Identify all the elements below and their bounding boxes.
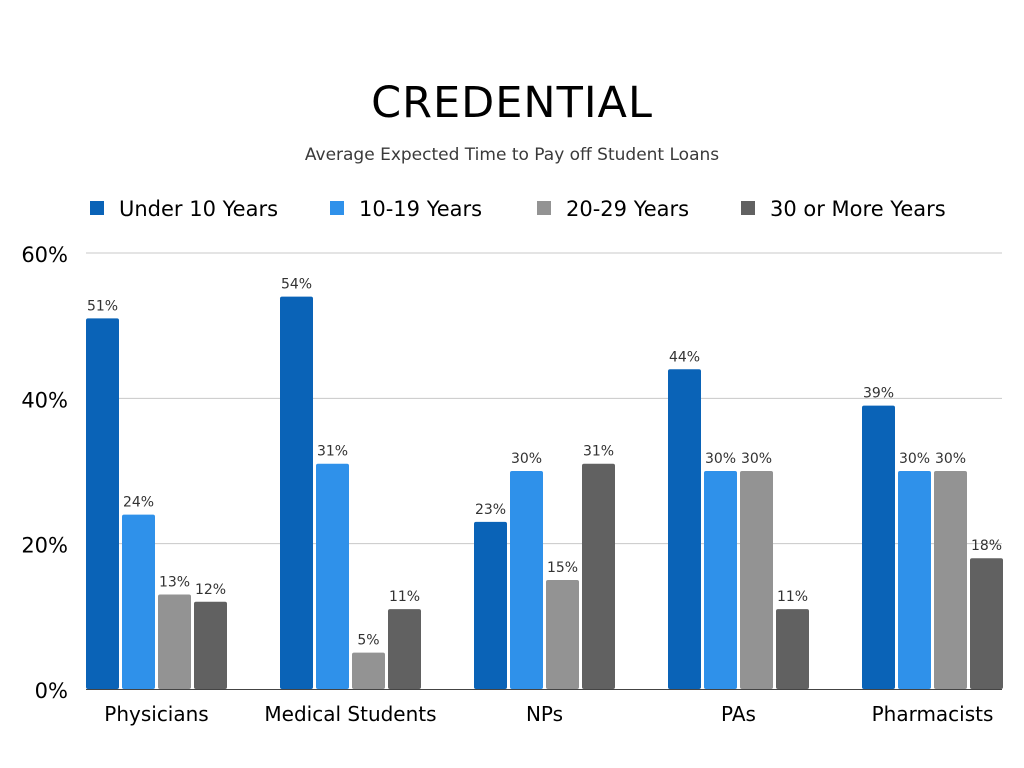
legend-swatch-3 xyxy=(741,201,755,215)
legend-swatch-2 xyxy=(537,201,551,215)
bar-3-2 xyxy=(740,471,773,689)
x-tick-label-4: Pharmacists xyxy=(872,702,994,726)
y-axis: 0% 20% 40% 60% xyxy=(21,243,68,703)
x-tick-label-1: Medical Students xyxy=(264,702,436,726)
data-label-3-3: 11% xyxy=(777,589,808,605)
bar-1-3 xyxy=(388,609,421,689)
legend-swatch-1 xyxy=(330,201,344,215)
data-label-0-0: 51% xyxy=(87,298,118,314)
bar-3-0 xyxy=(668,369,701,689)
legend-label-2: 20-29 Years xyxy=(566,197,689,221)
bar-0-2 xyxy=(158,594,191,689)
bar-2-0 xyxy=(474,521,507,689)
bar-3-3 xyxy=(776,609,809,689)
x-tick-label-2: NPs xyxy=(526,702,563,726)
bar-1-1 xyxy=(316,463,349,689)
data-label-3-2: 30% xyxy=(741,451,772,467)
chart-title: CREDENTIAL xyxy=(371,78,653,128)
data-label-3-1: 30% xyxy=(705,451,736,467)
bar-0-0 xyxy=(86,318,119,689)
y-tick-label-0: 0% xyxy=(35,679,68,703)
gridlines xyxy=(86,252,1002,690)
x-tick-label-3: PAs xyxy=(721,702,756,726)
legend-label-3: 30 or More Years xyxy=(770,197,946,221)
data-label-1-0: 54% xyxy=(281,277,312,293)
legend: Under 10 Years 10-19 Years 20-29 Years 30 o… xyxy=(90,197,946,221)
bar-0-3 xyxy=(194,601,227,689)
x-tick-label-0: Physicians xyxy=(104,702,208,726)
bar-1-0 xyxy=(280,296,313,689)
data-label-0-3: 12% xyxy=(195,582,226,598)
bar-2-2 xyxy=(546,580,579,689)
bar-4-1 xyxy=(898,471,931,689)
data-label-1-2: 5% xyxy=(357,633,379,649)
data-label-2-0: 23% xyxy=(475,502,506,518)
data-label-2-2: 15% xyxy=(547,560,578,576)
bar-4-2 xyxy=(934,471,967,689)
bar-2-1 xyxy=(510,471,543,689)
y-tick-label-20: 20% xyxy=(21,534,68,558)
data-label-4-1: 30% xyxy=(899,451,930,467)
bar-0-1 xyxy=(122,514,155,689)
data-labels: 51% 24% 13% 12% 54% 31% 5% 11% 23% 30% 15% 31% 44% 30… xyxy=(87,277,1002,649)
bars xyxy=(86,296,1003,689)
data-label-1-1: 31% xyxy=(317,444,348,460)
data-label-3-0: 44% xyxy=(669,349,700,365)
data-label-2-1: 30% xyxy=(511,451,542,467)
bar-4-0 xyxy=(862,405,895,689)
y-tick-label-60: 60% xyxy=(21,243,68,267)
legend-label-0: Under 10 Years xyxy=(119,197,278,221)
data-label-4-2: 30% xyxy=(935,451,966,467)
bar-1-2 xyxy=(352,652,385,689)
data-label-1-3: 11% xyxy=(389,589,420,605)
data-label-0-2: 13% xyxy=(159,575,190,591)
data-label-2-3: 31% xyxy=(583,444,614,460)
legend-label-1: 10-19 Years xyxy=(359,197,482,221)
bar-3-1 xyxy=(704,471,737,689)
bar-2-3 xyxy=(582,463,615,689)
chart-subtitle: Average Expected Time to Pay off Student… xyxy=(304,145,720,165)
bar-4-3 xyxy=(970,558,1003,689)
data-label-4-3: 18% xyxy=(971,538,1002,554)
x-axis: Physicians Medical Students NPs PAs Pharmaci… xyxy=(104,702,993,726)
legend-swatch-0 xyxy=(90,201,104,215)
y-tick-label-40: 40% xyxy=(21,388,68,412)
data-label-0-1: 24% xyxy=(123,495,154,511)
data-label-4-0: 39% xyxy=(863,386,894,402)
